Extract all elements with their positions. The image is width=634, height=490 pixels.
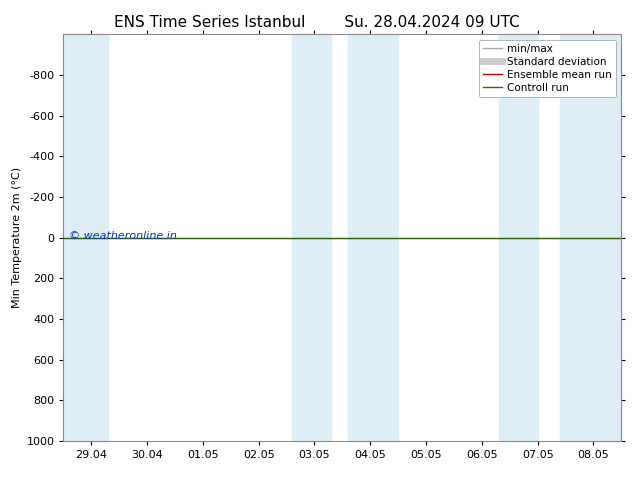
Legend: min/max, Standard deviation, Ensemble mean run, Controll run: min/max, Standard deviation, Ensemble me…: [479, 40, 616, 97]
Y-axis label: Min Temperature 2m (°C): Min Temperature 2m (°C): [12, 167, 22, 308]
Bar: [348, 34, 398, 441]
Bar: [560, 34, 621, 441]
Text: ENS Time Series Istanbul        Su. 28.04.2024 09 UTC: ENS Time Series Istanbul Su. 28.04.2024 …: [114, 15, 520, 30]
Text: © weatheronline.in: © weatheronline.in: [69, 231, 177, 241]
Bar: [292, 34, 331, 441]
Bar: [498, 34, 538, 441]
Bar: [63, 34, 108, 441]
